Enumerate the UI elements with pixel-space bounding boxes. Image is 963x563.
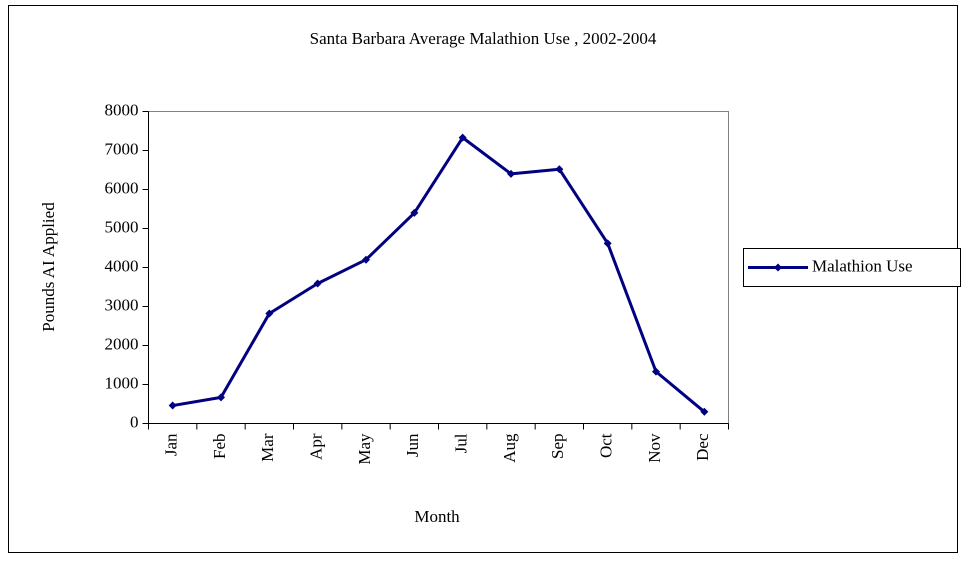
data-point bbox=[313, 279, 322, 288]
x-tick-label: Oct bbox=[597, 433, 616, 458]
data-point bbox=[652, 367, 660, 376]
x-tick-label: Jan bbox=[162, 433, 181, 456]
x-tick-label: Sep bbox=[548, 434, 567, 460]
data-point bbox=[217, 393, 225, 402]
y-tick-label: 7000 bbox=[105, 139, 139, 158]
y-tick-label: 8000 bbox=[105, 100, 139, 119]
y-axis-label: Pounds AI Applied bbox=[39, 202, 58, 332]
x-tick-label: Jun bbox=[403, 433, 422, 457]
y-tick-label: 2000 bbox=[105, 334, 139, 353]
x-tick-label: Nov bbox=[645, 433, 664, 463]
y-tick-label: 1000 bbox=[105, 373, 139, 392]
legend-marker bbox=[774, 263, 782, 272]
chart-title: Santa Barbara Average Malathion Use , 20… bbox=[310, 29, 657, 48]
data-point bbox=[507, 169, 515, 178]
series-line bbox=[172, 136, 706, 413]
y-tick-label: 0 bbox=[130, 412, 139, 431]
x-tick-label: Dec bbox=[693, 433, 712, 461]
y-tick-label: 4000 bbox=[105, 256, 139, 275]
legend: Malathion Use bbox=[743, 248, 961, 287]
data-point bbox=[362, 255, 370, 264]
legend-label: Malathion Use bbox=[812, 256, 913, 275]
x-tick-label: May bbox=[355, 433, 374, 465]
data-point bbox=[265, 309, 274, 318]
x-tick-label: Mar bbox=[258, 433, 277, 462]
y-tick-label: 6000 bbox=[105, 178, 139, 197]
y-tick-label: 5000 bbox=[105, 217, 139, 236]
data-point bbox=[168, 401, 177, 410]
data-point bbox=[700, 407, 709, 416]
x-tick-label: Aug bbox=[500, 433, 519, 463]
x-tick-label: Feb bbox=[210, 434, 229, 460]
y-tick-label: 3000 bbox=[105, 295, 139, 314]
data-point bbox=[410, 208, 419, 217]
x-axis-label: Month bbox=[414, 507, 460, 526]
data-point bbox=[555, 165, 564, 174]
data-point bbox=[458, 133, 467, 142]
x-tick-label: Jul bbox=[452, 433, 471, 453]
plot-area bbox=[148, 111, 729, 424]
data-point bbox=[603, 239, 612, 248]
x-tick-label: Apr bbox=[307, 433, 326, 460]
